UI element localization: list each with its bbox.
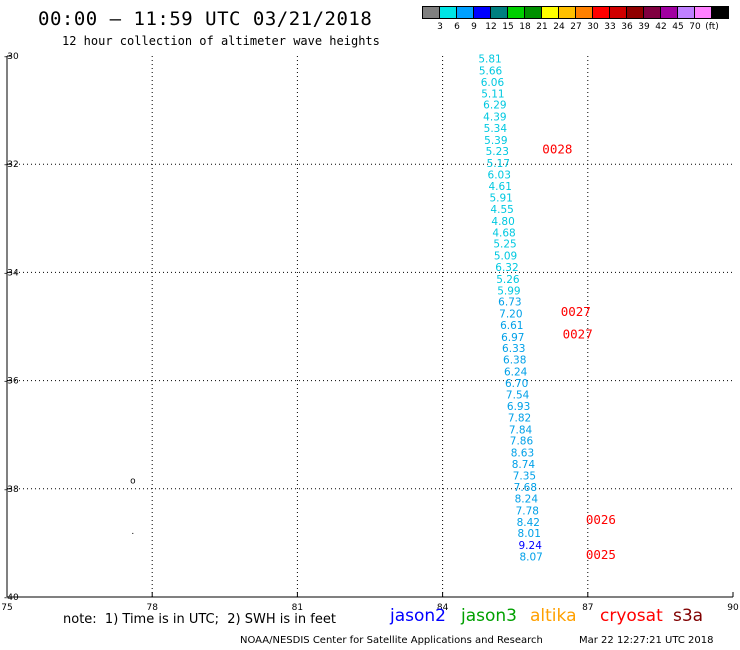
wave-height-label: 4.80	[491, 216, 514, 228]
wave-height-label: 6.38	[503, 355, 526, 367]
wave-height-label: 6.32	[495, 262, 518, 274]
legend-label: (ft)	[705, 22, 719, 32]
legend-label: 45	[672, 22, 684, 32]
wave-height-label: 6.61	[500, 320, 523, 332]
footer-credit: NOAA/NESDIS Center for Satellite Applica…	[240, 635, 543, 646]
wave-height-label: 7.86	[510, 436, 534, 448]
y-tick-label: -30	[4, 52, 19, 62]
wave-height-label: 6.70	[505, 378, 528, 390]
legend-swatch	[711, 6, 729, 19]
wave-height-label: 8.42	[517, 517, 540, 529]
satellite-legend-jason3: jason3	[461, 606, 517, 626]
time-label: 0028	[542, 142, 572, 157]
y-tick-label: -36	[4, 377, 19, 387]
legend-label: 15	[502, 22, 514, 32]
wave-height-label: 6.97	[501, 332, 524, 344]
wave-height-label: 7.82	[508, 412, 531, 424]
y-tick-label: -40	[4, 593, 19, 603]
wave-height-label: 8.24	[515, 494, 539, 506]
wave-height-label: 5.09	[494, 251, 517, 263]
legend-label: 27	[570, 22, 582, 32]
legend-label: 18	[519, 22, 531, 32]
legend-label: 36	[621, 22, 633, 32]
wave-height-label: 6.33	[502, 343, 525, 355]
wave-height-label: 7.78	[516, 505, 539, 517]
wave-height-label: 7.84	[509, 424, 533, 436]
legend-label: 33	[604, 22, 616, 32]
wave-height-label: 6.06	[481, 77, 505, 89]
x-tick-label: 78	[146, 603, 158, 613]
point-marker: .	[131, 527, 134, 537]
wave-height-label: 4.68	[492, 227, 515, 239]
legend-label: 12	[485, 22, 497, 32]
wave-height-label: 8.63	[511, 448, 534, 460]
wave-height-label: 8.07	[519, 551, 542, 563]
legend-label: 21	[536, 22, 548, 32]
wave-height-label: 5.25	[493, 239, 516, 251]
time-label: 0026	[586, 512, 616, 527]
satellite-legend-jason2: jason2	[390, 606, 446, 626]
wave-height-label: 5.26	[496, 274, 520, 286]
wave-height-label: 6.29	[483, 100, 506, 112]
legend-label: 70	[689, 22, 701, 32]
wave-height-label: 7.35	[513, 470, 536, 482]
legend-label: 3	[437, 22, 443, 32]
wave-height-label: 5.99	[497, 285, 520, 297]
x-tick-label: 81	[292, 603, 303, 613]
wave-height-label: 9.24	[519, 540, 543, 552]
wave-height-label: 4.39	[483, 112, 506, 124]
time-label: 0027	[561, 304, 591, 319]
wave-height-label: 5.34	[484, 123, 508, 135]
point-marker: o	[130, 477, 136, 487]
time-label: 0027	[563, 327, 593, 342]
wave-height-label: 5.11	[481, 88, 504, 100]
wave-height-label: 5.66	[479, 66, 503, 78]
footer-note: note: 1) Time is in UTC; 2) SWH is in fe…	[63, 612, 336, 627]
legend-label: 39	[638, 22, 650, 32]
satellite-legend-altika: altika	[530, 606, 577, 626]
x-tick-label: 84	[437, 603, 449, 613]
time-label: 0025	[586, 547, 616, 562]
wave-height-label: 6.73	[498, 297, 521, 309]
wave-height-label: 5.81	[478, 54, 501, 66]
wave-height-label: 5.91	[489, 193, 512, 205]
y-tick-label: -38	[4, 485, 19, 495]
wave-height-label: 6.93	[507, 401, 530, 413]
wave-height-label: 8.01	[518, 528, 541, 540]
chart-subtitle: 12 hour collection of altimeter wave hei…	[62, 34, 380, 48]
x-tick-label: 90	[727, 603, 739, 613]
satellite-legend-s3a: s3a	[673, 606, 704, 626]
y-tick-label: -32	[4, 160, 19, 170]
wave-height-label: 7.54	[506, 390, 530, 402]
wave-height-label: 4.61	[489, 181, 512, 193]
wave-height-label: 7.20	[499, 309, 522, 321]
color-scale-legend	[422, 6, 729, 19]
legend-label: 30	[587, 22, 599, 32]
wave-height-label: 5.17	[487, 158, 510, 170]
legend-label: 24	[553, 22, 565, 32]
y-tick-label: -34	[4, 268, 19, 278]
wave-height-label: 7.68	[514, 482, 537, 494]
legend-label: 6	[454, 22, 460, 32]
chart-title: 00:00 – 11:59 UTC 03/21/2018	[38, 8, 373, 30]
wave-height-label: 5.23	[486, 146, 509, 158]
legend-label: 42	[655, 22, 667, 32]
x-tick-label: 87	[582, 603, 593, 613]
wave-height-label: 6.24	[504, 366, 528, 378]
wave-height-label: 6.03	[488, 169, 511, 181]
legend-label: 9	[471, 22, 477, 32]
wave-height-label: 8.74	[512, 459, 536, 471]
wave-height-label: 4.55	[490, 204, 513, 216]
footer-timestamp: Mar 22 12:27:21 UTC 2018	[579, 635, 714, 646]
wave-height-label: 5.39	[484, 135, 507, 147]
x-tick-label: 75	[1, 603, 12, 613]
satellite-legend-cryosat: cryosat	[600, 606, 663, 626]
